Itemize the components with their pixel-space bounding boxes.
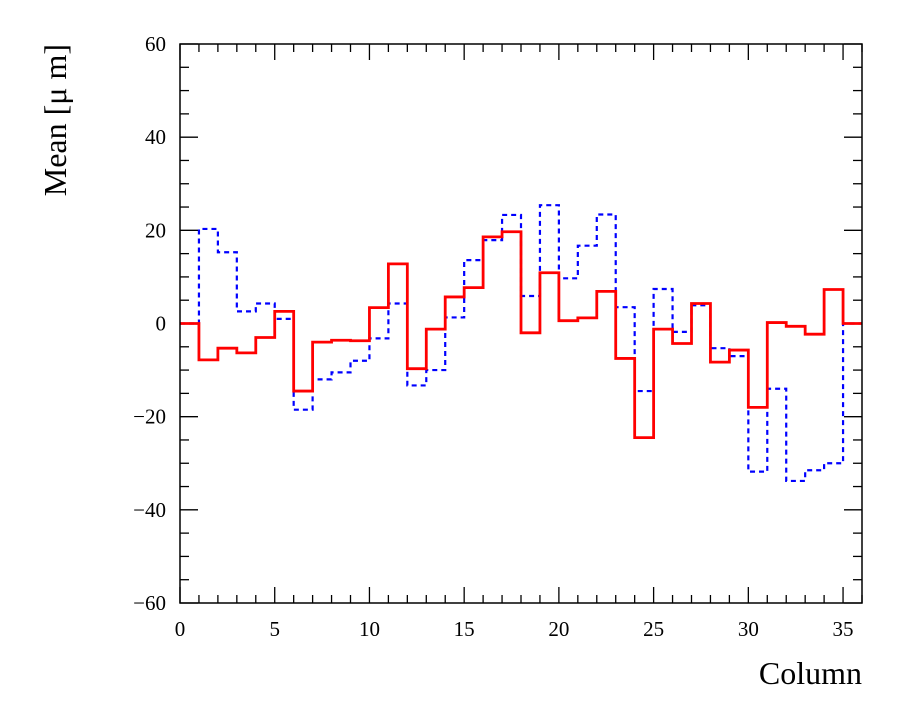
x-axis-label: Column: [759, 655, 862, 691]
series-group: [180, 204, 862, 483]
y-axis-label: Mean [μ m]: [37, 44, 73, 196]
y-tick-label: 60: [145, 32, 166, 56]
x-tick-label: 5: [269, 617, 280, 641]
x-tick-label: 10: [359, 617, 380, 641]
y-tick-label: 40: [145, 125, 166, 149]
y-tick-label: −20: [133, 405, 166, 429]
y-tick-label: 0: [156, 312, 167, 336]
tick-labels: 0 5 10 15 20 25 30 35 −60 −40 −20 0 20 40 60: [133, 32, 853, 641]
x-tick-label: 30: [738, 617, 759, 641]
x-tick-label: 35: [833, 617, 854, 641]
y-tick-label: −60: [133, 591, 166, 615]
y-tick-label: 20: [145, 218, 166, 242]
x-tick-label: 0: [175, 617, 186, 641]
y-tick-label: −40: [133, 498, 166, 522]
plot-frame: [179, 43, 863, 604]
x-tick-label: 20: [548, 617, 569, 641]
x-tick-label: 25: [643, 617, 664, 641]
x-tick-label: 15: [454, 617, 475, 641]
series-solid-line: [180, 230, 862, 440]
